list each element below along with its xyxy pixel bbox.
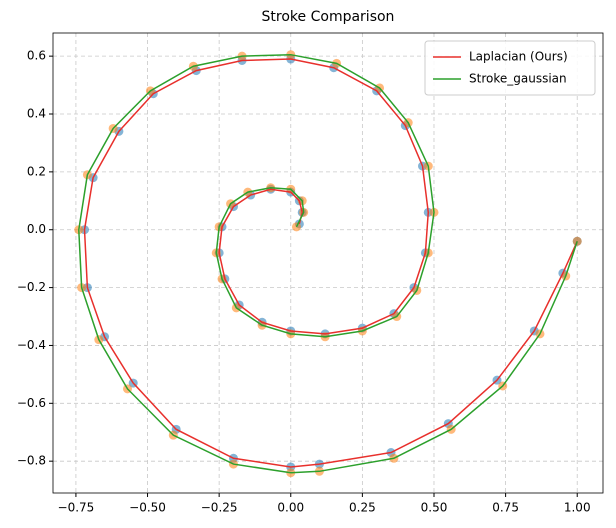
x-tick-label: −0.75 <box>58 501 95 515</box>
chart-title: Stroke Comparison <box>262 9 395 25</box>
y-tick-label: 0.2 <box>27 164 46 178</box>
y-tick-label: 0.6 <box>27 49 46 63</box>
legend-box <box>424 40 596 96</box>
line <box>78 53 578 474</box>
legend-label: Stroke_gaussian <box>469 72 567 86</box>
line <box>83 58 578 468</box>
y-tick-label: 0.4 <box>27 107 46 121</box>
x-tick-label: 1.00 <box>564 501 591 515</box>
legend-label: Laplacian (Ours) <box>469 50 568 64</box>
x-tick-label: 0.75 <box>492 501 519 515</box>
plot-frame <box>52 32 604 494</box>
y-tick-label: −0.8 <box>17 454 46 468</box>
y-tick-label: 0.0 <box>27 222 46 236</box>
x-tick-label: 0.00 <box>277 501 304 515</box>
x-tick-label: −0.25 <box>201 501 238 515</box>
x-tick-label: −0.50 <box>129 501 166 515</box>
x-tick-label: 0.25 <box>349 501 376 515</box>
y-tick-label: −0.4 <box>17 338 46 352</box>
y-tick-label: −0.2 <box>17 280 46 294</box>
x-tick-label: 0.50 <box>421 501 448 515</box>
y-tick-label: −0.6 <box>17 396 46 410</box>
